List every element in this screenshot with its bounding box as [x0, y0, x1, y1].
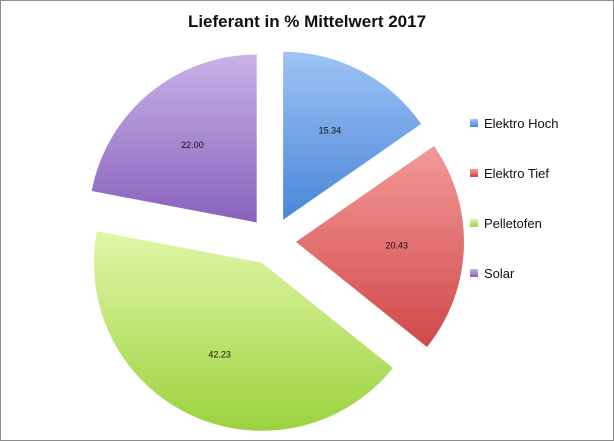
pie-slice-elektro-hoch: [283, 51, 422, 220]
slice-value-label: 42.23: [208, 349, 231, 359]
legend-swatch: [470, 119, 478, 127]
legend-label: Elektro Tief: [484, 165, 550, 181]
slice-value-label: 22.00: [181, 140, 204, 150]
legend-label: Pelletofen: [484, 215, 542, 231]
legend-swatch: [470, 169, 478, 177]
pie-slice-elektro-tief: [295, 146, 464, 348]
legend-swatch: [470, 269, 478, 277]
legend-item-pelletofen: Pelletofen: [470, 198, 558, 248]
legend-swatch: [470, 219, 478, 227]
legend-label: Solar: [484, 265, 515, 281]
legend-item-solar: Solar: [470, 248, 558, 298]
chart-title: Lieferant in % Mittelwert 2017: [187, 12, 427, 31]
slice-value-label: 15.34: [319, 125, 342, 135]
legend-item-elektro-hoch: Elektro Hoch: [470, 98, 558, 148]
legend-label: Elektro Hoch: [484, 115, 559, 131]
slice-value-label: 20.43: [385, 240, 408, 250]
legend-item-elektro-tief: Elektro Tief: [470, 148, 558, 198]
pie-slice-solar: [91, 54, 257, 223]
chart-legend: Elektro Hoch Elektro Tief Pelletofen Sol…: [470, 98, 558, 298]
pie-slice-pelletofen: [93, 231, 393, 431]
